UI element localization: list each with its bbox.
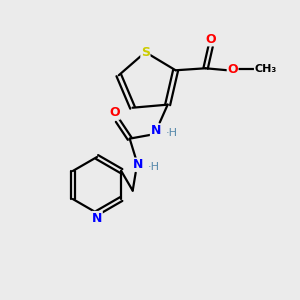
Text: ·H: ·H — [148, 162, 160, 172]
Text: N: N — [151, 124, 161, 137]
Text: CH₃: CH₃ — [254, 64, 277, 74]
Text: O: O — [227, 63, 238, 76]
Text: N: N — [92, 212, 102, 224]
Text: S: S — [141, 46, 150, 59]
Text: O: O — [110, 106, 120, 119]
Text: O: O — [205, 33, 216, 46]
Text: N: N — [133, 158, 143, 171]
Text: ·H: ·H — [166, 128, 178, 138]
